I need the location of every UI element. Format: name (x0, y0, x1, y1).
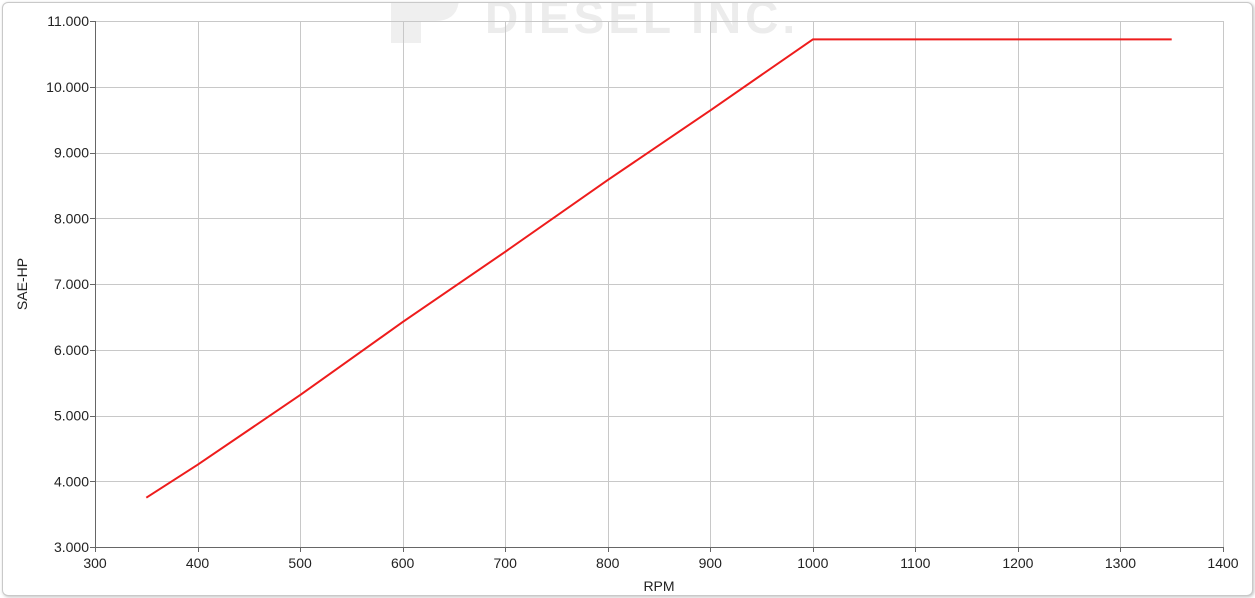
x-tick-label: 800 (596, 555, 620, 571)
x-tick-label: 1000 (797, 555, 828, 571)
y-tick-label: 4.000 (54, 473, 89, 489)
watermark-logo (391, 3, 459, 43)
x-axis-title: RPM (643, 578, 674, 594)
tick-labels: 300 400 500 600 700 800 900 1000 1100 1200 1300 140… (46, 13, 1239, 571)
x-tick-label: 1100 (900, 555, 930, 571)
axes (90, 21, 1224, 552)
watermark-text: DIESEL INC. (485, 3, 799, 43)
watermark: DIESEL INC. (391, 3, 799, 43)
x-tick-label: 300 (83, 555, 107, 571)
line-chart: DIESEL INC. 300 400 500 600 700 800 900 1000 110… (14, 3, 1239, 594)
x-tick-label: 900 (699, 555, 723, 571)
y-tick-label: 6.000 (54, 342, 89, 358)
x-tick-label: 700 (494, 555, 518, 571)
x-tick-label: 1400 (1207, 555, 1238, 571)
y-tick-label: 10.000 (46, 79, 89, 95)
y-tick-label: 7.000 (54, 276, 89, 292)
series (145, 38, 1172, 499)
grid (95, 21, 1224, 548)
x-tick-label: 400 (186, 555, 210, 571)
y-tick-label: 8.000 (54, 210, 89, 226)
y-axis-title: SAE-HP (14, 258, 30, 310)
y-tick-label: 5.000 (54, 408, 89, 424)
x-tick-label: 1300 (1105, 555, 1136, 571)
y-tick-label: 3.000 (54, 539, 89, 555)
series-line (145, 38, 1172, 499)
x-tick-label: 1200 (1002, 555, 1033, 571)
y-tick-label: 11.000 (47, 13, 89, 29)
y-tick-label: 9.000 (54, 145, 89, 161)
x-tick-label: 600 (391, 555, 415, 571)
x-tick-label: 500 (288, 555, 312, 571)
